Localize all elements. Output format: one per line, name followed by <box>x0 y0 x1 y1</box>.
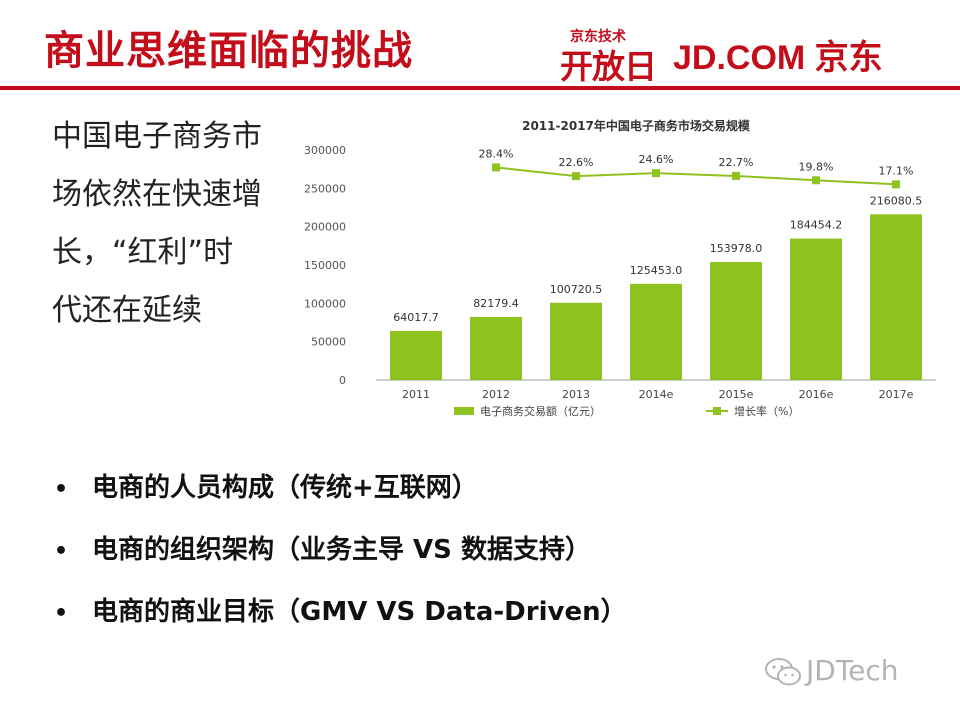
lead-line: 中国电子商务市 <box>52 119 262 154</box>
growth-rate-point <box>492 163 500 172</box>
bullet-text: 电商的组织架构（业务主导 VS 数据支持） <box>92 535 591 565</box>
growth-rate-point <box>812 176 820 185</box>
x-tick-label: 2016e <box>799 388 834 401</box>
bullet-dot: • <box>54 477 69 502</box>
y-tick-label: 50000 <box>311 336 346 349</box>
bar-data-label: 100720.5 <box>550 283 603 296</box>
x-tick-label: 2012 <box>482 388 510 401</box>
bullet-text: 电商的商业目标（GMV VS Data-Driven） <box>92 597 627 627</box>
x-tick-label: 2011 <box>402 388 430 401</box>
bar-2015e <box>710 261 762 380</box>
growth-rate-label: 22.6% <box>559 156 594 169</box>
ecommerce-chart: 2011-2017年中国电子商务市场交易规模 0 50000 100000 15000… <box>304 118 936 418</box>
wechat-watermark: JDTech <box>764 654 899 687</box>
bullet-dot: • <box>54 539 69 564</box>
growth-rate-point <box>732 171 740 180</box>
growth-rate-label: 17.1% <box>879 164 914 177</box>
x-tick-label: 2017e <box>879 388 914 401</box>
y-tick-label: 250000 <box>304 182 346 195</box>
growth-rate-line <box>495 166 897 186</box>
growth-rate-label: 28.4% <box>479 147 514 160</box>
slide-title: 商业思维面临的挑战 <box>44 28 413 74</box>
bar-data-label: 64017.7 <box>393 311 439 324</box>
bar-data-label: 153978.0 <box>710 242 763 255</box>
bullet-text: 电商的人员构成（传统+互联网） <box>92 473 478 503</box>
y-tick-label: 100000 <box>304 297 346 310</box>
y-tick-label: 300000 <box>304 144 346 157</box>
y-tick-label: 200000 <box>304 221 346 234</box>
growth-rate-label: 22.7% <box>719 156 754 169</box>
bar-2014e <box>630 283 682 380</box>
chart-title: 2011-2017年中国电子商务市场交易规模 <box>522 118 751 133</box>
x-tick-label: 2013 <box>562 388 590 401</box>
bar-2017e <box>870 214 922 380</box>
bullet-item: • 电商的商业目标（GMV VS Data-Driven） <box>54 592 627 654</box>
bar-2011 <box>390 330 442 380</box>
x-tick-label: 2014e <box>639 388 674 401</box>
bar-2016e <box>790 238 842 380</box>
growth-rate-point <box>652 169 660 178</box>
lead-text: 中国电子商务市 场依然在快速增 长，“红利”时 代还在延续 <box>52 108 284 340</box>
jd-tech-openday-logo: 京东技术 开放日 <box>558 26 658 86</box>
legend-bar-label: 电子商务交易额（亿元） <box>480 404 601 418</box>
y-tick-label: 0 <box>339 374 346 387</box>
title-divider <box>0 86 960 90</box>
watermark-text: JDTech <box>806 654 899 687</box>
bar-2013 <box>550 302 602 380</box>
bullet-item: • 电商的人员构成（传统+互联网） <box>54 468 627 530</box>
bar-data-label: 125453.0 <box>630 264 683 277</box>
logo-small-text: 京东技术 <box>570 29 626 45</box>
growth-rate-point <box>572 172 580 181</box>
lead-line: 长，“红利”时 <box>52 235 234 270</box>
lead-line: 场依然在快速增 <box>52 177 262 212</box>
growth-rate-label: 24.6% <box>639 153 674 166</box>
legend-line-marker <box>713 407 721 415</box>
logo-big-text: 开放日 <box>560 47 657 86</box>
growth-rate-point <box>892 180 900 189</box>
legend-line-label: 增长率（%） <box>734 404 799 418</box>
bar-data-label: 82179.4 <box>473 297 519 310</box>
x-tick-label: 2015e <box>719 388 754 401</box>
bullet-dot: • <box>54 601 69 626</box>
lead-line: 代还在延续 <box>52 293 202 328</box>
jd-brand-logo: JD.COM 京东 <box>673 39 883 77</box>
wechat-icon <box>765 658 801 686</box>
bullet-list: • 电商的人员构成（传统+互联网） • 电商的组织架构（业务主导 VS 数据支持） … <box>54 468 627 654</box>
bullet-item: • 电商的组织架构（业务主导 VS 数据支持） <box>54 530 627 592</box>
bar-data-label: 184454.2 <box>790 219 843 232</box>
bar-2012 <box>470 316 522 380</box>
bar-data-label: 216080.5 <box>870 194 923 207</box>
growth-rate-label: 19.8% <box>799 160 834 173</box>
legend-bar-swatch <box>454 407 474 415</box>
y-tick-label: 150000 <box>304 259 346 272</box>
